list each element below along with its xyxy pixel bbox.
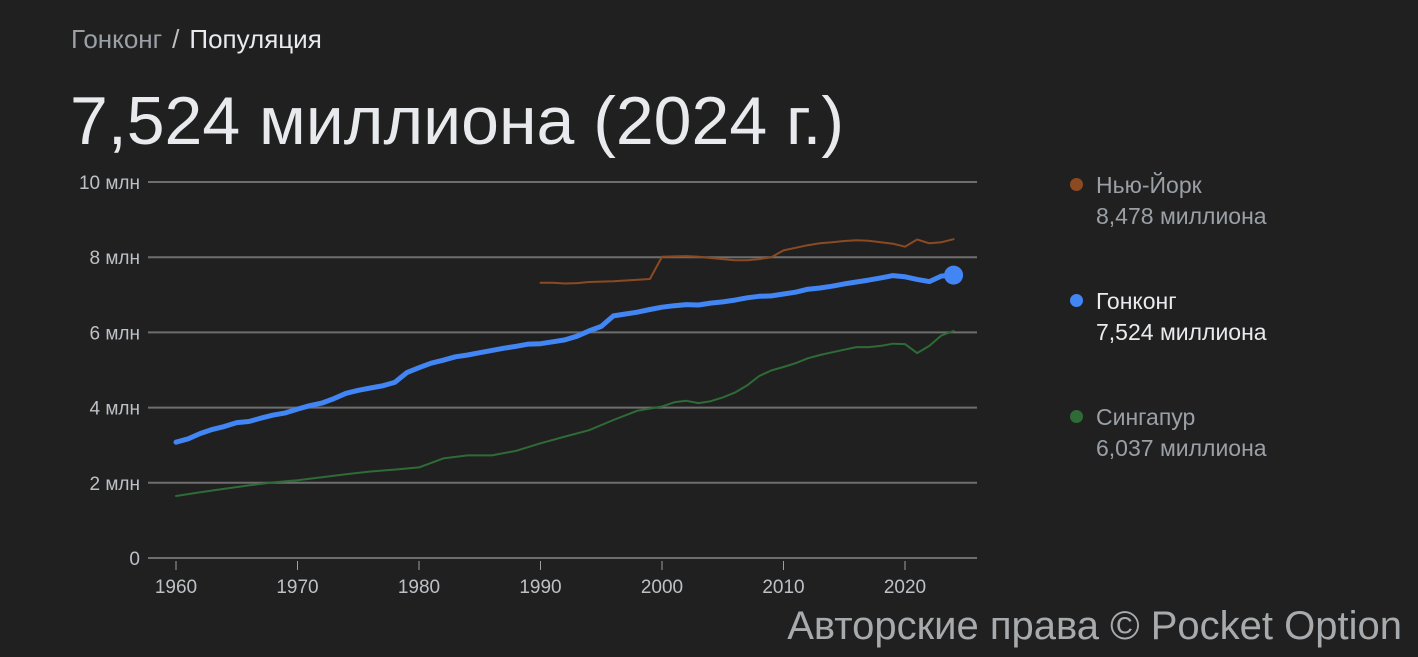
x-tick-label: 2000 — [641, 577, 683, 598]
series-line — [175, 329, 955, 497]
y-axis-labels: 0 2 млн 4 млн 6 млн 8 млн 10 млн — [79, 173, 140, 570]
breadcrumb-current: Популяция — [189, 24, 322, 54]
series-lines — [173, 238, 957, 497]
x-axis-labels: 1960 1970 1980 1990 2000 2010 2020 — [155, 561, 926, 598]
legend-value: 6,037 миллиона — [1096, 435, 1267, 461]
breadcrumb-separator: / — [172, 24, 180, 54]
series-line — [539, 238, 955, 285]
breadcrumb: Гонконг / Популяция — [71, 24, 322, 55]
legend-item-singapore[interactable]: Сингапур 6,037 миллиона — [1068, 402, 1267, 518]
y-tick-label: 8 млн — [90, 248, 141, 269]
x-tick-label: 1990 — [519, 577, 561, 598]
y-tick-label: 10 млн — [79, 173, 140, 194]
legend-item-new-york[interactable]: Нью-Йорк 8,478 миллиона — [1068, 170, 1267, 286]
copyright-watermark: Авторские права © Pocket Option — [787, 604, 1402, 648]
y-tick-label: 4 млн — [90, 399, 141, 420]
legend-name: Гонконг — [1096, 288, 1177, 314]
x-tick-label: 1980 — [398, 577, 440, 598]
current-value-marker[interactable] — [944, 265, 964, 285]
x-tick-label: 2010 — [762, 577, 804, 598]
legend-name: Сингапур — [1096, 404, 1196, 430]
x-tick-label: 1960 — [155, 577, 197, 598]
series-line — [173, 272, 957, 445]
legend-dot-icon — [1070, 178, 1083, 191]
legend: Нью-Йорк 8,478 миллиона Гонконг 7,524 ми… — [1068, 170, 1267, 518]
legend-value: 7,524 миллиона — [1096, 319, 1267, 345]
x-tick-label: 1970 — [276, 577, 318, 598]
y-tick-label: 2 млн — [90, 474, 141, 495]
population-chart[interactable]: 0 2 млн 4 млн 6 млн 8 млн 10 млн 1960 1970 1980… — [0, 0, 1000, 657]
x-tick-label: 2020 — [884, 577, 926, 598]
legend-item-hong-kong[interactable]: Гонконг 7,524 миллиона — [1068, 286, 1267, 402]
legend-dot-icon — [1070, 410, 1083, 423]
highlight-point[interactable] — [944, 265, 964, 285]
breadcrumb-parent[interactable]: Гонконг — [71, 24, 163, 54]
y-tick-label: 0 — [129, 549, 140, 570]
headline-value: 7,524 миллиона (2024 г.) — [70, 83, 845, 159]
grid-lines — [148, 181, 977, 559]
y-tick-label: 6 млн — [90, 323, 141, 344]
legend-name: Нью-Йорк — [1096, 172, 1202, 198]
legend-dot-icon — [1070, 294, 1083, 307]
legend-value: 8,478 миллиона — [1096, 203, 1267, 229]
